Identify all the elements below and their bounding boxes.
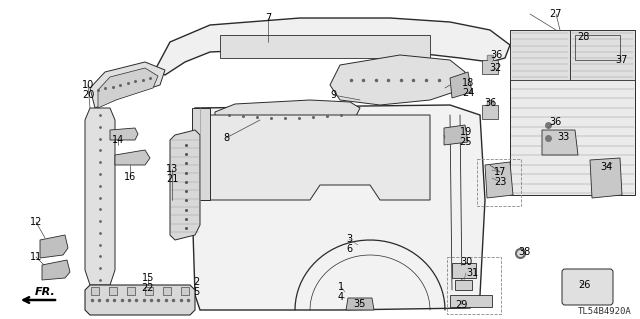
Polygon shape (163, 287, 171, 295)
Polygon shape (330, 55, 465, 105)
Polygon shape (450, 72, 472, 98)
Text: 4: 4 (338, 292, 344, 302)
Text: 11: 11 (30, 252, 42, 262)
Polygon shape (346, 298, 374, 310)
Polygon shape (450, 295, 492, 307)
Polygon shape (510, 30, 570, 80)
Polygon shape (40, 235, 68, 258)
Text: 36: 36 (484, 98, 496, 108)
Polygon shape (170, 130, 200, 240)
Text: 3: 3 (346, 234, 352, 244)
Text: 34: 34 (600, 162, 612, 172)
Text: 29: 29 (455, 300, 467, 310)
Text: 21: 21 (166, 174, 178, 184)
Text: 33: 33 (557, 132, 569, 142)
Text: 25: 25 (460, 137, 472, 147)
Polygon shape (155, 18, 510, 75)
Text: 13: 13 (166, 164, 178, 174)
Text: TL54B4920A: TL54B4920A (578, 308, 632, 316)
Polygon shape (444, 125, 468, 145)
FancyBboxPatch shape (562, 269, 613, 305)
Text: 2: 2 (193, 277, 199, 287)
Polygon shape (205, 115, 430, 200)
Text: 10: 10 (82, 80, 94, 90)
Polygon shape (115, 150, 150, 165)
Polygon shape (570, 30, 635, 80)
Text: 12: 12 (30, 217, 42, 227)
Text: 6: 6 (346, 244, 352, 254)
Polygon shape (215, 100, 360, 122)
Polygon shape (590, 158, 622, 198)
Text: 20: 20 (82, 90, 94, 100)
Polygon shape (85, 285, 195, 315)
Polygon shape (510, 30, 635, 195)
Polygon shape (85, 108, 115, 285)
Text: 35: 35 (354, 299, 366, 309)
Text: 31: 31 (466, 268, 478, 278)
Text: 14: 14 (112, 135, 124, 145)
Text: 15: 15 (142, 273, 154, 283)
Text: 38: 38 (518, 247, 530, 257)
Text: 22: 22 (141, 283, 154, 293)
Text: 17: 17 (494, 167, 506, 177)
Text: 23: 23 (494, 177, 506, 187)
Text: 19: 19 (460, 127, 472, 137)
Text: 5: 5 (193, 287, 199, 297)
Polygon shape (485, 162, 513, 198)
Polygon shape (542, 130, 578, 155)
Text: 9: 9 (330, 90, 336, 100)
Polygon shape (127, 287, 135, 295)
Text: 26: 26 (578, 280, 590, 290)
Polygon shape (452, 263, 476, 278)
Text: 32: 32 (490, 63, 502, 73)
Polygon shape (482, 60, 498, 74)
Polygon shape (42, 260, 70, 280)
Text: 37: 37 (615, 55, 627, 65)
Polygon shape (110, 128, 138, 140)
Text: 24: 24 (462, 88, 474, 98)
Text: FR.: FR. (35, 287, 56, 297)
Text: 30: 30 (460, 257, 472, 267)
Polygon shape (109, 287, 117, 295)
Polygon shape (181, 287, 189, 295)
Polygon shape (90, 62, 165, 108)
Text: 18: 18 (462, 78, 474, 88)
Polygon shape (220, 35, 430, 58)
Polygon shape (482, 105, 498, 119)
Text: 16: 16 (124, 172, 136, 182)
Polygon shape (98, 68, 158, 108)
Text: 8: 8 (223, 133, 229, 143)
Text: 28: 28 (577, 32, 589, 42)
Polygon shape (91, 287, 99, 295)
Text: 7: 7 (265, 13, 271, 23)
Polygon shape (192, 108, 210, 200)
Text: 36: 36 (549, 117, 561, 127)
Text: 36: 36 (490, 50, 502, 60)
Polygon shape (455, 280, 472, 290)
Text: 27: 27 (550, 9, 563, 19)
Polygon shape (145, 287, 153, 295)
Text: 1: 1 (338, 282, 344, 292)
Polygon shape (192, 105, 485, 310)
